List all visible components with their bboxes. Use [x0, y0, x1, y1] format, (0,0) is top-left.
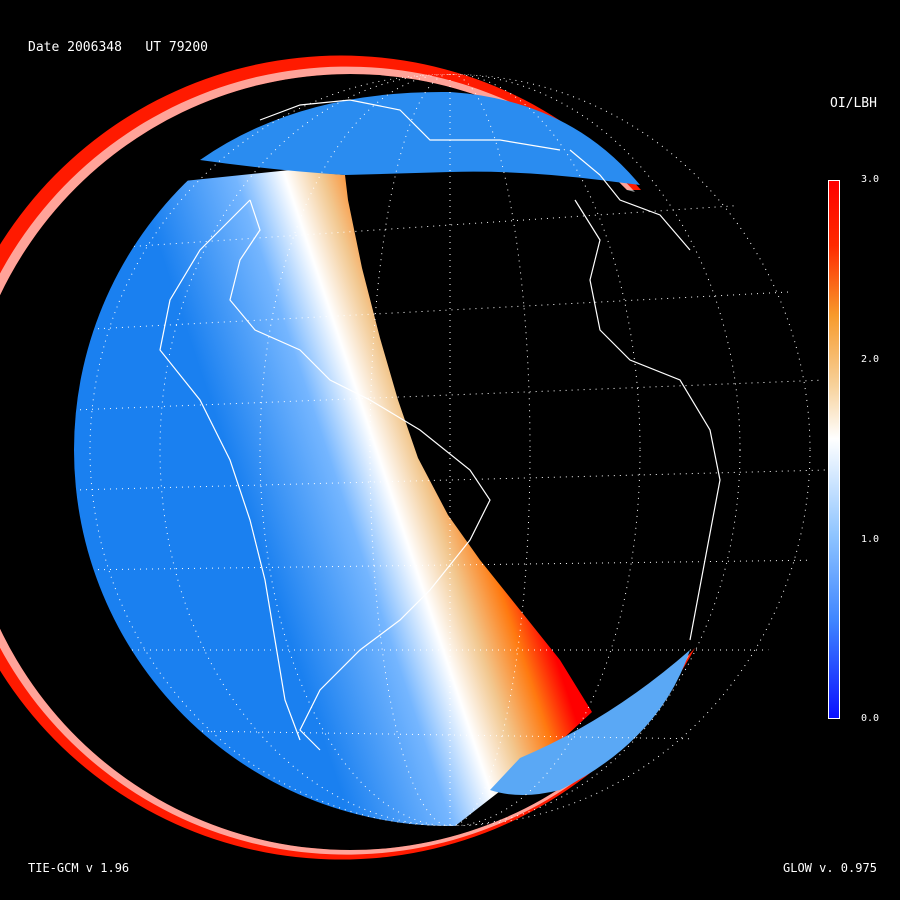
coastlines — [159, 99, 721, 751]
graticule — [74, 74, 826, 826]
colorbar — [828, 180, 840, 719]
dayside-region — [74, 170, 592, 826]
model-version-label: TIE-GCM v 1.96 — [28, 861, 130, 875]
colorbar-tick-3: 3.0 — [861, 174, 880, 185]
date-time-label: Date 2006348 UT 79200 — [28, 40, 209, 55]
colorbar-tick-0: 0.0 — [861, 713, 880, 724]
colorbar-tick-1: 1.0 — [861, 534, 880, 545]
colorbar-tick-2: 2.0 — [861, 354, 880, 365]
north-polar-band — [200, 91, 640, 185]
colorbar-title: OI/LBH — [830, 96, 877, 111]
south-polar-band — [490, 650, 690, 795]
glow-version-label: GLOW v. 0.975 — [783, 861, 877, 875]
